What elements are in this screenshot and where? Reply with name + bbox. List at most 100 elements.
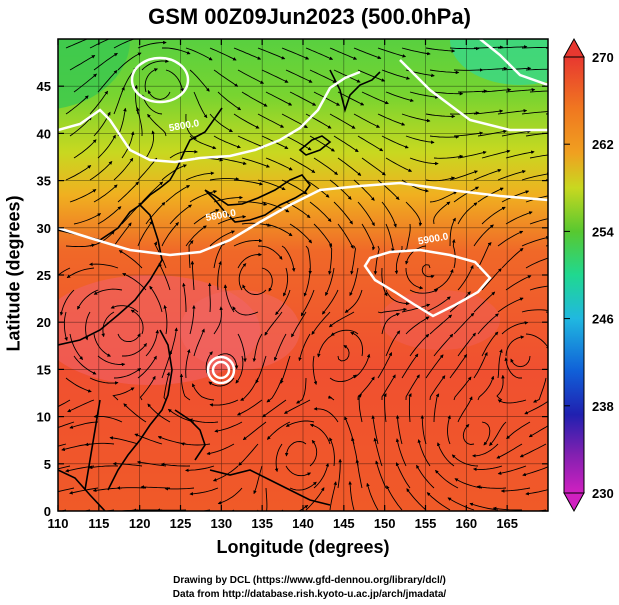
streamline bbox=[433, 333, 454, 357]
streamline bbox=[429, 135, 460, 139]
streamline bbox=[232, 306, 259, 316]
streamline bbox=[405, 267, 424, 290]
x-tick-label: 110 bbox=[48, 516, 69, 531]
streamline bbox=[117, 333, 141, 343]
streamline bbox=[144, 68, 158, 93]
streamline bbox=[285, 420, 315, 427]
streamline bbox=[357, 201, 375, 227]
streamline bbox=[497, 465, 527, 475]
streamline bbox=[504, 357, 522, 379]
streamline bbox=[237, 252, 262, 269]
streamline bbox=[449, 46, 480, 51]
streamline bbox=[521, 308, 548, 313]
streamline bbox=[265, 223, 293, 237]
streamline bbox=[257, 245, 283, 260]
streamline bbox=[477, 66, 508, 71]
streamline bbox=[207, 282, 212, 313]
x-tick-label: 120 bbox=[129, 516, 151, 531]
streamline bbox=[67, 399, 95, 413]
streamline bbox=[429, 314, 453, 335]
streamline bbox=[395, 462, 411, 489]
streamline bbox=[217, 353, 239, 370]
streamline bbox=[519, 443, 547, 458]
streamline bbox=[240, 377, 259, 401]
streamline bbox=[500, 487, 531, 493]
streamline bbox=[275, 289, 291, 316]
streamline bbox=[130, 309, 144, 335]
streamline bbox=[395, 415, 403, 445]
streamline bbox=[312, 355, 318, 385]
streamline bbox=[305, 47, 334, 60]
streamline bbox=[285, 69, 313, 83]
streamline bbox=[179, 373, 191, 401]
streamline bbox=[525, 489, 548, 496]
streamline bbox=[89, 39, 110, 49]
streamline bbox=[525, 333, 548, 350]
streamline bbox=[453, 376, 472, 401]
streamline bbox=[406, 488, 427, 511]
x-tick-label: 135 bbox=[251, 516, 273, 531]
streamline bbox=[501, 321, 529, 335]
streamline bbox=[137, 157, 158, 181]
streamline bbox=[353, 47, 382, 60]
streamline bbox=[505, 335, 525, 357]
streamline bbox=[112, 387, 135, 401]
streamline bbox=[185, 113, 197, 140]
streamline bbox=[361, 91, 389, 105]
graticule bbox=[58, 39, 548, 511]
streamline bbox=[533, 377, 547, 403]
streamline bbox=[208, 377, 235, 387]
streamline bbox=[554, 356, 558, 384]
streamline bbox=[58, 465, 71, 470]
streamline bbox=[330, 329, 359, 336]
streamline bbox=[265, 157, 293, 171]
streamline bbox=[217, 260, 222, 291]
streamline bbox=[529, 285, 548, 291]
streamline bbox=[401, 353, 419, 379]
streamline bbox=[73, 213, 102, 225]
streamline bbox=[481, 206, 506, 225]
streamline bbox=[193, 209, 220, 225]
streamline bbox=[185, 225, 207, 247]
streamline bbox=[237, 333, 247, 363]
streamline bbox=[529, 90, 548, 93]
streamline bbox=[309, 423, 331, 445]
streamline bbox=[401, 179, 429, 193]
streamline bbox=[209, 113, 233, 133]
streamline bbox=[257, 47, 286, 60]
streamline bbox=[58, 267, 71, 276]
streamline bbox=[283, 399, 311, 414]
streamline bbox=[506, 421, 531, 440]
streamline bbox=[189, 418, 219, 424]
streamline bbox=[145, 201, 166, 225]
colorbar-top-arrow bbox=[563, 37, 585, 58]
streamline bbox=[433, 201, 451, 225]
streamline bbox=[117, 107, 127, 137]
colorbar-label: 238 bbox=[592, 399, 614, 414]
streamline bbox=[233, 113, 260, 129]
streamline bbox=[449, 170, 478, 181]
streamline bbox=[381, 312, 400, 335]
streamline bbox=[88, 465, 119, 470]
streamline bbox=[385, 330, 401, 357]
streamline bbox=[214, 421, 243, 433]
streamline bbox=[163, 371, 171, 401]
streamline bbox=[462, 423, 475, 445]
streamline bbox=[525, 132, 548, 137]
streamline bbox=[477, 375, 495, 401]
streamline bbox=[449, 111, 480, 115]
streamline bbox=[521, 45, 548, 50]
streamline bbox=[189, 69, 210, 92]
streamline bbox=[63, 311, 68, 341]
credit-dcl: Drawing by DCL (https://www.gfd-dennou.o… bbox=[173, 575, 446, 586]
streamline bbox=[447, 415, 451, 445]
streamline bbox=[405, 245, 427, 265]
streamline bbox=[361, 157, 386, 176]
streamline bbox=[235, 355, 244, 384]
streamline bbox=[447, 497, 475, 511]
streamline bbox=[353, 179, 375, 201]
streamline bbox=[429, 69, 460, 75]
streamline bbox=[261, 201, 290, 213]
streamline bbox=[73, 73, 97, 93]
